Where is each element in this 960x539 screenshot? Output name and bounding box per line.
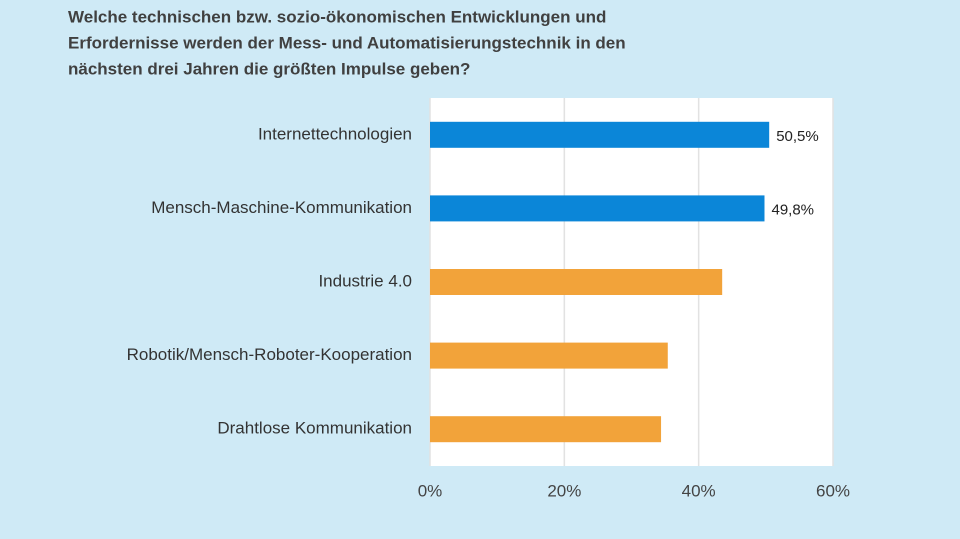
y-tick-label: Mensch-Maschine-Kommunikation bbox=[151, 198, 412, 217]
bar bbox=[430, 342, 668, 369]
x-tick-label: 40% bbox=[682, 481, 716, 500]
data-label: 50,5% bbox=[776, 128, 819, 145]
y-tick-label: Industrie 4.0 bbox=[318, 271, 412, 290]
bar bbox=[430, 121, 770, 148]
y-tick-label: Drahtlose Kommunikation bbox=[217, 419, 412, 438]
chart-title: nächsten drei Jahren die größten Impulse… bbox=[68, 59, 470, 78]
data-label: 49,8% bbox=[771, 201, 814, 218]
y-tick-label: Robotik/Mensch-Roboter-Kooperation bbox=[127, 345, 412, 364]
bar bbox=[430, 416, 662, 443]
bar bbox=[430, 269, 723, 295]
chart-title: Erfordernisse werden der Mess- und Autom… bbox=[68, 33, 626, 52]
chart-title: Welche technischen bzw. sozio-ökonomisch… bbox=[68, 7, 606, 26]
x-tick-label: 0% bbox=[418, 481, 443, 500]
x-tick-label: 20% bbox=[547, 481, 581, 500]
x-tick-label: 60% bbox=[816, 481, 850, 500]
y-tick-label: Internettechnologien bbox=[258, 124, 412, 143]
bar bbox=[430, 195, 765, 222]
